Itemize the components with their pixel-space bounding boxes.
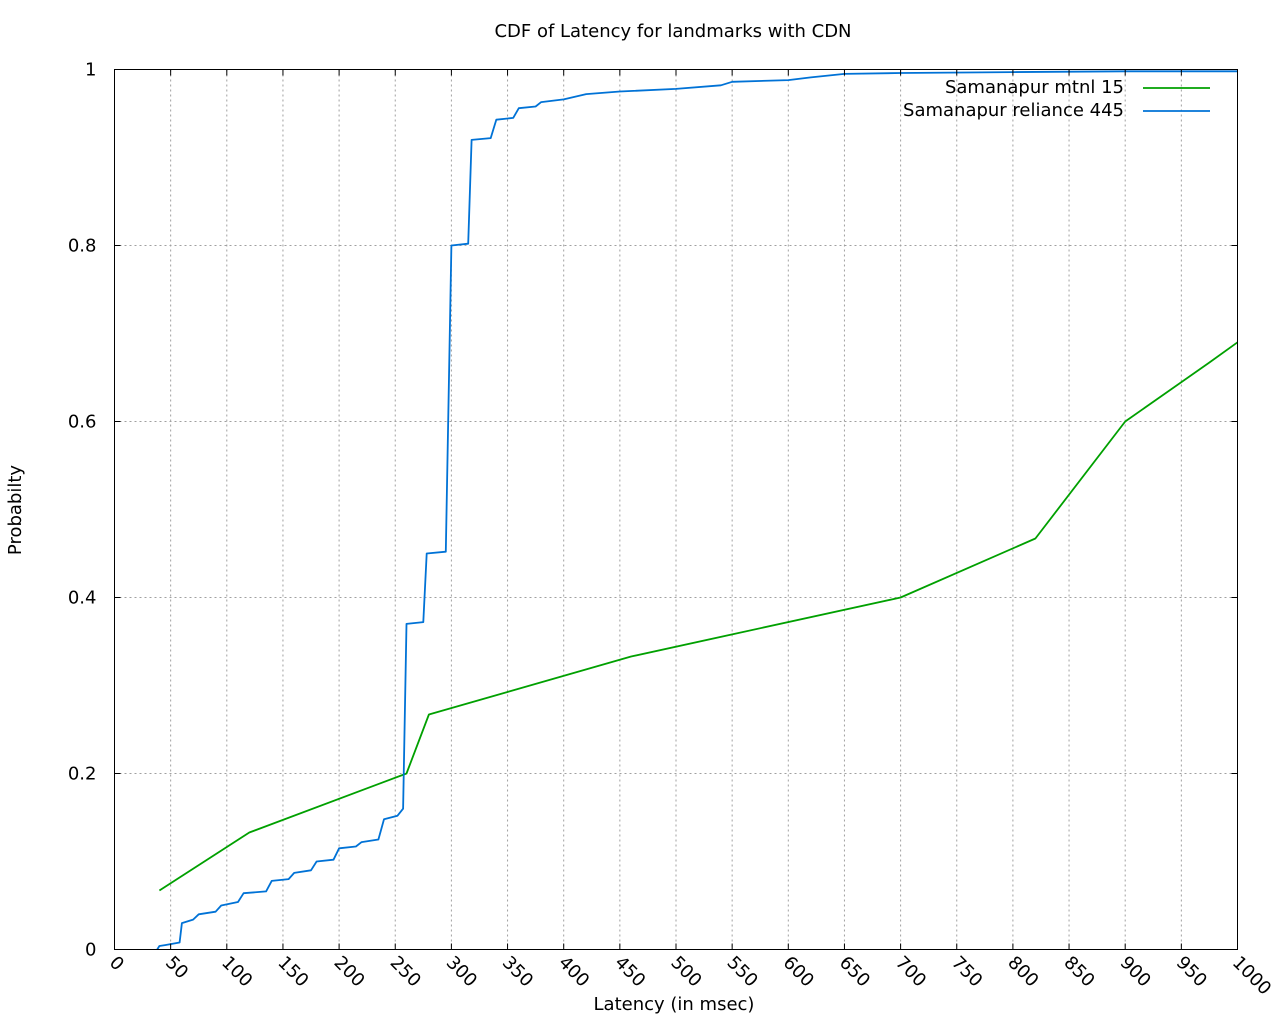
x-tick-label: 1000 <box>1228 952 1275 999</box>
series-line-2 <box>156 70 1238 950</box>
chart-title: CDF of Latency for landmarks with CDN <box>494 21 851 42</box>
y-tick-label: 0 <box>85 940 96 961</box>
x-tick-label: 100 <box>217 952 256 991</box>
series-line-1 <box>158 341 1239 892</box>
x-tick-label: 400 <box>554 952 593 991</box>
tick-marks <box>114 69 1238 950</box>
legend-label-1: Samanapur mtnl 15 <box>945 77 1124 98</box>
x-tick-label: 250 <box>386 952 425 991</box>
y-axis-label: Probabilty <box>5 465 26 555</box>
x-tick-label: 900 <box>1116 952 1155 991</box>
y-tick-label: 0.8 <box>68 236 97 257</box>
x-tick-label: 700 <box>891 952 930 991</box>
y-tick-label: 0.6 <box>68 412 97 433</box>
x-tick-label: 50 <box>161 952 192 983</box>
x-tick-label: 0 <box>105 952 128 975</box>
series-group <box>156 70 1239 950</box>
x-tick-label: 150 <box>273 952 312 991</box>
x-tick-label: 750 <box>947 952 986 991</box>
x-tick-label: 600 <box>779 952 818 991</box>
grid <box>114 69 1238 950</box>
x-tick-label: 350 <box>498 952 537 991</box>
legend-label-2: Samanapur reliance 445 <box>903 100 1124 121</box>
x-tick-label: 800 <box>1003 952 1042 991</box>
x-tick-label: 950 <box>1172 952 1211 991</box>
x-tick-labels: 0 50 100 150 200 250 300 350 400 450 500 550 600 650 7… <box>105 952 1275 999</box>
x-tick-label: 500 <box>666 952 705 991</box>
y-tick-label: 1 <box>85 60 96 81</box>
y-tick-labels: 0 0.2 0.4 0.6 0.8 1 <box>68 60 97 961</box>
x-tick-label: 200 <box>330 952 369 991</box>
y-tick-label: 0.4 <box>68 588 97 609</box>
x-tick-label: 300 <box>442 952 481 991</box>
x-tick-label: 550 <box>723 952 762 991</box>
x-axis-label: Latency (in msec) <box>594 994 755 1015</box>
x-tick-label: 450 <box>610 952 649 991</box>
y-tick-label: 0.2 <box>68 764 97 785</box>
x-tick-label: 650 <box>835 952 874 991</box>
x-tick-label: 850 <box>1060 952 1099 991</box>
